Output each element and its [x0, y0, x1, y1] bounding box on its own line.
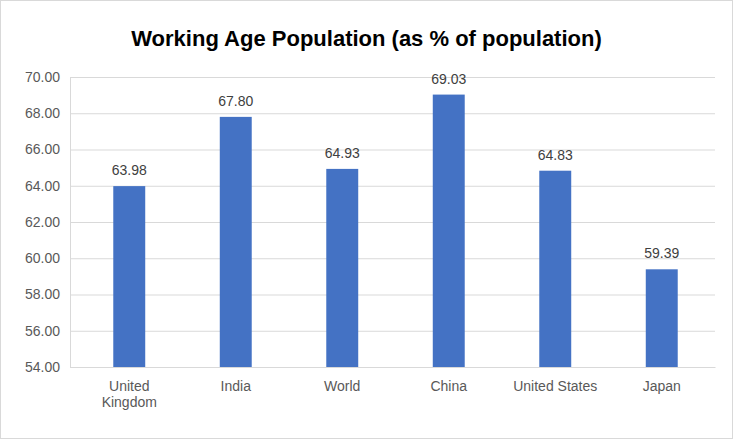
bar — [433, 95, 465, 367]
chart: Working Age Population (as % of populati… — [0, 0, 733, 439]
y-tick-label: 64.00 — [25, 178, 60, 194]
y-axis: 54.00 56.00 58.00 60.00 62.00 64.00 66.00 68.00… — [25, 69, 715, 375]
x-tick: UnitedKingdom — [102, 378, 157, 410]
grid-line — [70, 331, 715, 332]
x-axis: UnitedKingdom India World China United State… — [77, 368, 716, 411]
y-tick-label: 56.00 — [25, 323, 60, 339]
bar — [220, 117, 252, 367]
grid-line — [70, 367, 715, 368]
y-tick-label: 68.00 — [25, 105, 60, 121]
x-tick-label: China — [430, 378, 467, 394]
x-tick-label: World — [324, 378, 360, 394]
bar — [539, 171, 571, 367]
y-tick-label: 54.00 — [25, 359, 60, 375]
y-tick: 66.00 — [25, 141, 715, 157]
data-label: 63.98 — [112, 162, 147, 178]
x-tick: China — [430, 378, 467, 394]
x-tick-label: UnitedKingdom — [102, 378, 157, 410]
data-label: 64.83 — [538, 147, 573, 163]
x-tick-label-line: Kingdom — [102, 394, 157, 410]
y-tick-label: 58.00 — [25, 286, 60, 302]
data-label: 67.80 — [218, 93, 253, 109]
grid-line — [70, 222, 715, 223]
x-tick: United States — [513, 378, 597, 394]
chart-title: Working Age Population (as % of populati… — [131, 26, 602, 51]
x-tick-label: United States — [513, 378, 597, 394]
y-tick-label: 60.00 — [25, 250, 60, 266]
x-tick-label: India — [221, 378, 252, 394]
x-tick: Japan — [643, 378, 681, 394]
grid-line — [70, 186, 715, 187]
bar — [113, 186, 145, 367]
bars — [113, 95, 677, 367]
chart-border — [1, 1, 733, 439]
bar — [646, 269, 678, 367]
x-tick: World — [324, 378, 360, 394]
y-tick-label: 70.00 — [25, 69, 60, 85]
y-tick-label: 62.00 — [25, 214, 60, 230]
x-axis-line — [77, 367, 716, 368]
x-tick-label-line: United — [109, 378, 149, 394]
x-tick-label: Japan — [643, 378, 681, 394]
grid-line — [70, 150, 715, 151]
grid-line — [70, 295, 715, 296]
x-tick: India — [221, 378, 252, 394]
grid-line — [70, 77, 715, 78]
y-tick: 68.00 — [25, 105, 715, 121]
grid-line — [70, 113, 715, 114]
grid-line — [70, 258, 715, 259]
data-labels: 63.98 67.80 64.93 69.03 64.83 59.39 — [112, 71, 680, 262]
data-label: 64.93 — [325, 145, 360, 161]
data-label: 59.39 — [644, 245, 679, 261]
bar — [326, 169, 358, 367]
y-tick: 70.00 — [25, 69, 715, 85]
y-tick-label: 66.00 — [25, 141, 60, 157]
data-label: 69.03 — [431, 71, 466, 87]
